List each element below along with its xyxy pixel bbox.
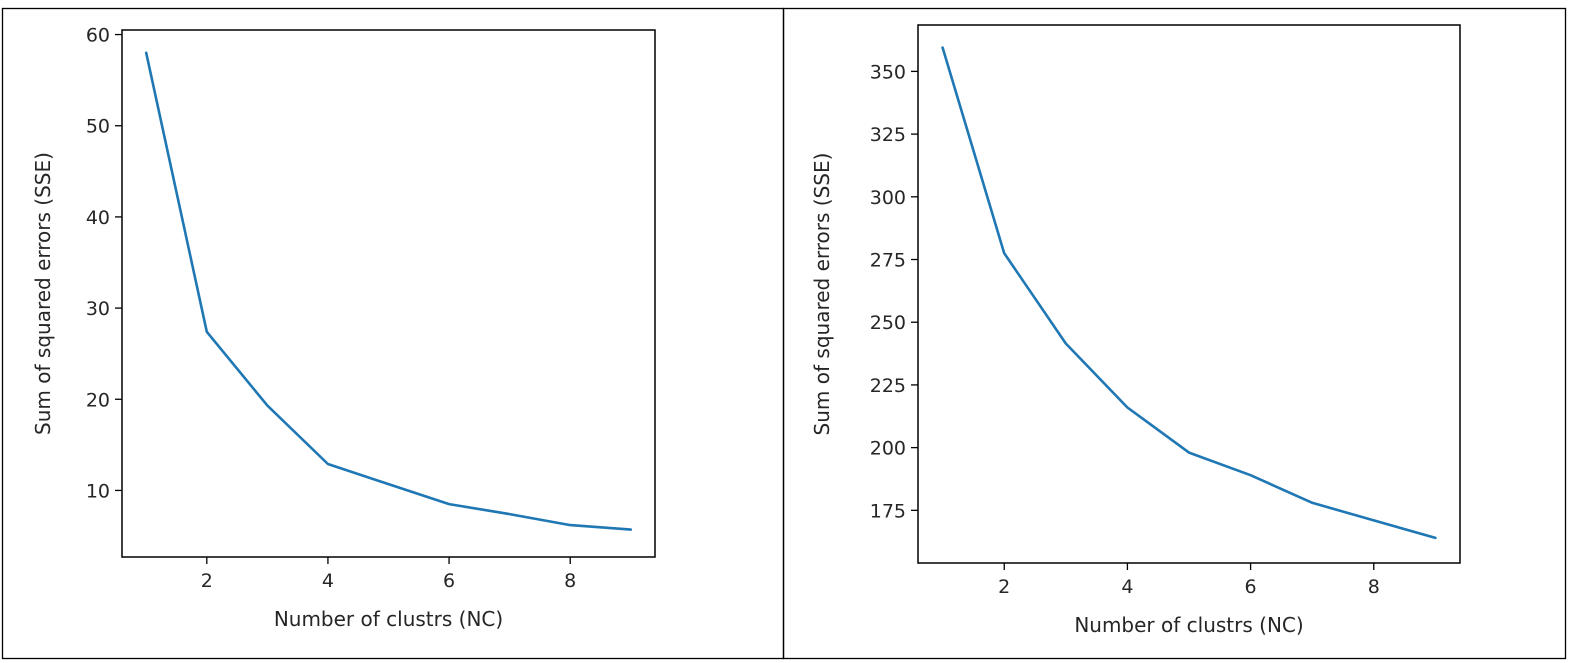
- x-tick-label: 8: [1368, 576, 1380, 598]
- panel-right-border: [782, 7, 1567, 660]
- x-axis-label: Number of clustrs (NC): [274, 607, 503, 631]
- y-tick-label: 50: [86, 116, 110, 138]
- y-tick-label: 325: [870, 124, 906, 146]
- x-axis-label: Number of clustrs (NC): [1074, 613, 1303, 637]
- x-tick-label: 2: [998, 576, 1010, 598]
- y-tick-label: 300: [870, 187, 906, 209]
- y-tick-label: 30: [86, 298, 110, 320]
- y-axis-label: Sum of squared errors (SSE): [810, 153, 834, 436]
- y-tick-label: 20: [86, 389, 110, 411]
- y-tick-label: 250: [870, 312, 906, 334]
- series-line: [144, 51, 633, 531]
- y-tick-label: 275: [870, 250, 906, 272]
- x-tick-label: 6: [1245, 576, 1257, 598]
- x-tick-label: 8: [564, 570, 576, 592]
- y-tick-label: 40: [86, 207, 110, 229]
- y-axis-label: Sum of squared errors (SSE): [31, 152, 55, 435]
- sse-chart-right: 2 4 6 8 175 200 225 250 275 300 325 350 Number of c…: [810, 24, 1461, 637]
- y-tick-label: 200: [870, 438, 906, 460]
- panel-left-border: [1, 7, 785, 660]
- x-tick-label: 6: [443, 570, 455, 592]
- x-tick-label: 4: [322, 570, 334, 592]
- y-tick-label: 350: [870, 61, 906, 83]
- y-tick-label: 10: [86, 480, 110, 502]
- y-tick-label: 60: [86, 25, 110, 47]
- y-tick-label: 175: [870, 500, 906, 522]
- series-line: [941, 46, 1437, 540]
- plot-frame: [121, 29, 656, 558]
- y-tick-label: 225: [870, 375, 906, 397]
- plot-frame: [917, 24, 1461, 564]
- x-tick-label: 2: [201, 570, 213, 592]
- x-tick-label: 4: [1121, 576, 1133, 598]
